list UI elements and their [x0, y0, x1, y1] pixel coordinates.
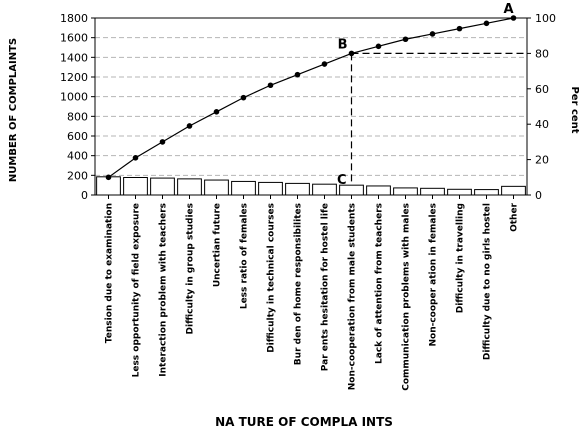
bar: [393, 187, 418, 196]
annotations: A B C: [337, 2, 527, 188]
cumulative-point: [510, 15, 517, 21]
grid-lines: [95, 17, 527, 176]
labels: 0 200 400 600 800 1000 1200 1400 1600 1800 0 20 40 60…: [60, 12, 556, 391]
y-tick-label: 1200: [60, 71, 88, 84]
x-tick-label: Difficulty in group studies: [186, 203, 196, 334]
cumulative-point: [186, 123, 193, 129]
y-tick-label: 1800: [60, 12, 88, 25]
y2-tick-label: 100: [535, 12, 556, 25]
bar: [150, 177, 175, 196]
bar: [474, 189, 499, 196]
cumulative-point: [375, 43, 382, 50]
axes: [91, 17, 531, 199]
x-tick-label: Difficulty due to no girls hostel: [483, 203, 493, 360]
x-tick-label: Less opportunity of field exposure: [132, 203, 142, 377]
bar: [204, 179, 229, 196]
bar: [285, 182, 310, 196]
cumulative-point: [402, 36, 409, 43]
cumulative-point: [483, 20, 490, 27]
y2-tick-label: 20: [535, 154, 549, 167]
y2-tick-label: 80: [535, 47, 549, 60]
x-tick-label: Difficulty in technical courses: [267, 203, 277, 353]
x-tick-label: Other: [510, 202, 520, 231]
cumulative-point: [240, 94, 247, 101]
bar: [447, 188, 472, 196]
y-tick-label: 200: [67, 169, 88, 182]
cumulative-point: [159, 139, 166, 145]
bar: [501, 185, 526, 196]
bar: [420, 187, 445, 196]
bar: [366, 185, 391, 196]
x-tick-label: Tension due to examination: [105, 203, 115, 343]
bar: [312, 183, 337, 196]
x-axis-title: NA TURE OF COMPLA INTS: [215, 415, 393, 429]
x-tick-label: Non-cooper ation in females: [429, 203, 439, 347]
cumulative-point: [213, 109, 220, 115]
x-tick-label: Less ratio of females: [240, 203, 250, 309]
y-axis-title: NUMBER OF COMPLAINTS: [8, 38, 19, 182]
y-tick-label: 1400: [60, 51, 88, 64]
x-tick-label: Lack of attention from teachers: [375, 203, 385, 364]
annotation-label: B: [338, 37, 348, 52]
x-tick-label: Interaction problem with teachers: [159, 203, 169, 377]
cumulative-point: [105, 174, 112, 181]
x-tick-label: Communication problems with males: [402, 203, 412, 391]
annotation-label: A: [503, 2, 513, 17]
cumulative-point: [294, 71, 301, 78]
x-tick-label: Uncertian future: [213, 203, 223, 287]
y2-tick-label: 60: [535, 83, 549, 96]
cumulative-point: [132, 155, 139, 161]
y-tick-label: 600: [67, 130, 88, 143]
cumulative-point: [429, 31, 436, 37]
y2-tick-label: 40: [535, 118, 549, 131]
bar: [123, 176, 148, 196]
y-tick-label: 400: [67, 150, 88, 163]
bars: [96, 176, 526, 196]
annotation-label: C: [337, 173, 347, 188]
y-tick-label: 1000: [60, 91, 88, 104]
cumulative-point: [267, 82, 274, 89]
plot-frame: [94, 17, 528, 196]
x-tick-label: Par ents hesitation for hostel life: [321, 203, 331, 371]
x-tick-label: Bur den of home responsibilites: [294, 203, 304, 365]
cumulative-line: [105, 15, 517, 181]
y2-axis-title: Per cent: [569, 86, 580, 133]
y-tick-label: 0: [81, 189, 88, 202]
bar: [258, 181, 283, 196]
x-tick-label: Non-cooperation from male students: [348, 203, 358, 390]
y-tick-label: 800: [67, 110, 88, 123]
y-tick-label: 1600: [60, 32, 88, 45]
cumulative-point: [456, 25, 463, 32]
cumulative-point: [321, 61, 328, 67]
bar: [177, 178, 202, 196]
bar: [231, 180, 256, 196]
x-tick-label: Difficulty in travelling: [456, 203, 466, 313]
y2-tick-label: 0: [535, 189, 542, 202]
cumulative-polyline: [108, 17, 514, 178]
